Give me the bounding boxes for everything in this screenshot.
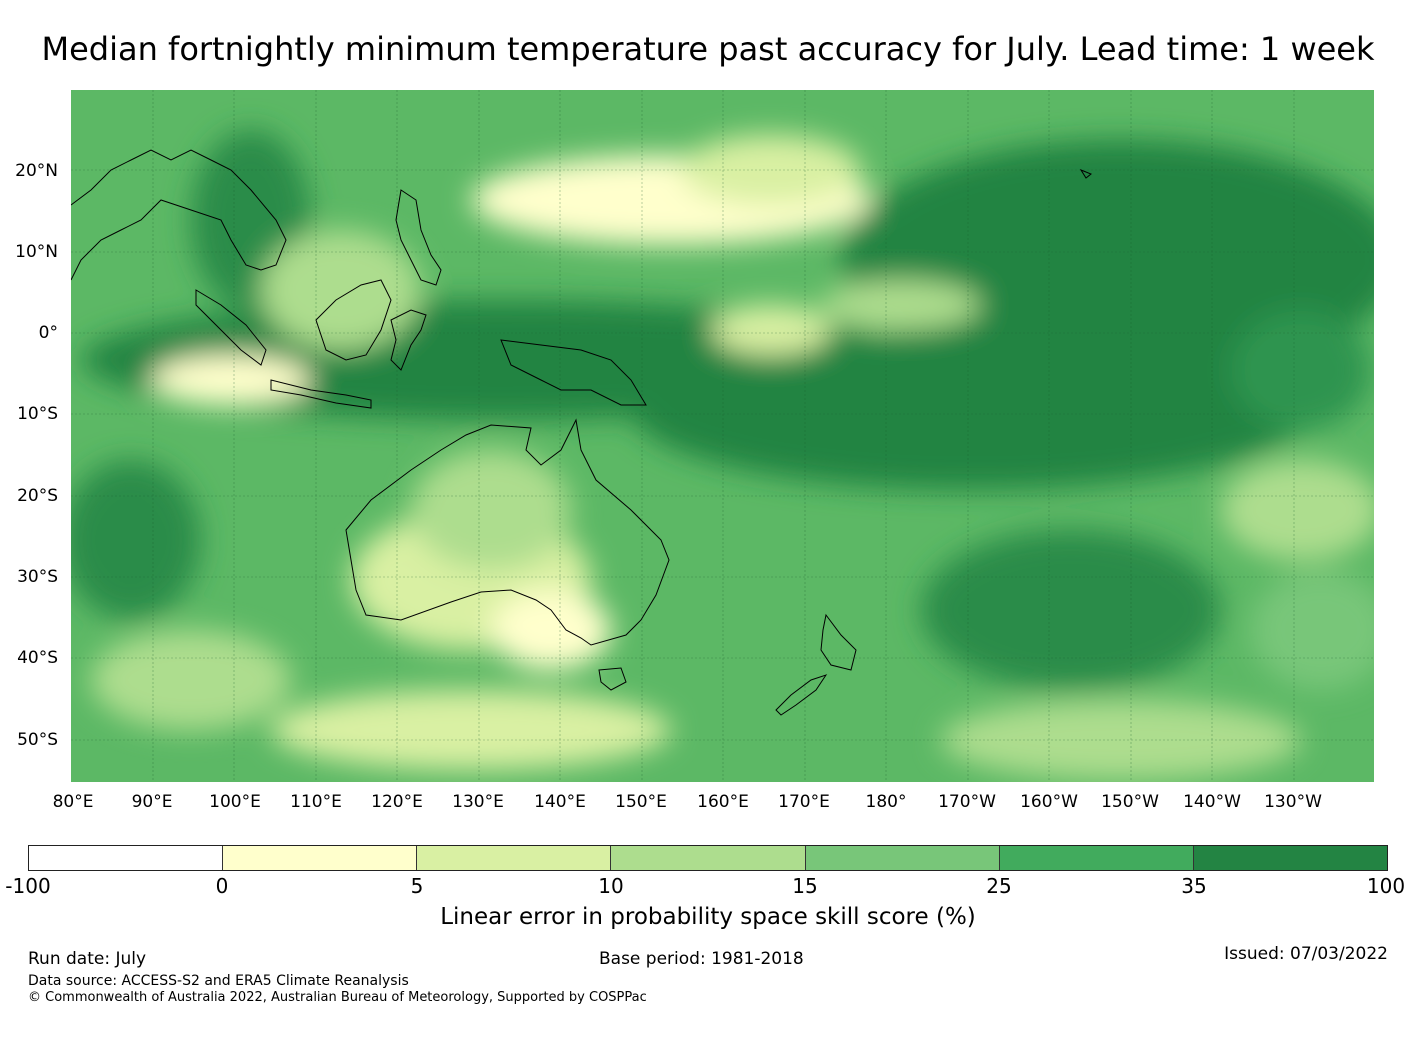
sulawesi-coastline [390,309,427,371]
lat-label-0: 0° [38,323,58,343]
sumatra-coastline [195,289,267,366]
colorbar-segment [611,846,806,870]
data-source: Data source: ACCESS-S2 and ERA5 Climate … [28,973,409,989]
hawaii-coastline [1079,168,1092,179]
colorbar-tick: 15 [792,874,818,898]
lon-label-140w: 140°W [1183,792,1241,812]
lon-label-140e: 140°E [534,792,586,812]
lon-label-90e: 90°E [131,792,173,812]
lat-label-40s: 40°S [17,648,58,668]
borneo-coastline [315,279,392,361]
lat-label-50s: 50°S [17,730,58,750]
lon-label-180: 180° [865,792,907,812]
skill-field [71,130,1374,780]
lon-label-130e: 130°E [452,792,504,812]
colorbar-segment [999,846,1194,870]
lat-label-10s: 10°S [17,404,58,424]
tasmania-coastline [598,667,627,691]
new-guinea-coastline [500,339,647,406]
issued-date: Issued: 07/03/2022 [1224,944,1388,964]
philippines-coastline [395,189,442,286]
skill-score-map [71,90,1374,782]
lon-label-170e: 170°E [778,792,830,812]
lon-label-80e: 80°E [52,792,94,812]
java-coastline [270,379,372,409]
colorbar-tick: 35 [1181,874,1207,898]
lon-label-160e: 160°E [697,792,749,812]
colorbar-tick: -100 [5,874,51,898]
gridlines [71,90,1374,782]
colorbar-segment [805,846,1000,870]
lon-label-150w: 150°W [1101,792,1159,812]
colorbar-tick: 100 [1366,874,1406,898]
new-zealand-north-coastline [820,613,857,671]
colorbar-tick: 0 [215,874,229,898]
lon-label-110e: 110°E [290,792,342,812]
lon-label-170w: 170°W [938,792,996,812]
copyright: © Commonwealth of Australia 2022, Austra… [28,990,647,1005]
australia-coastline [345,418,670,646]
colorbar-segment [223,846,418,870]
lat-label-10n: 10°N [15,242,58,262]
lon-label-120e: 120°E [371,792,423,812]
lon-label-150e: 150°E [615,792,667,812]
coastlines [71,149,1092,716]
map-title: Median fortnightly minimum temperature p… [41,30,1375,68]
colorbar-tick: 25 [986,874,1012,898]
lon-label-130w: 130°W [1264,792,1322,812]
lat-label-20n: 20°N [15,161,58,181]
lon-label-160w: 160°W [1020,792,1078,812]
lat-label-30s: 30°S [17,567,58,587]
lat-label-20s: 20°S [17,486,58,506]
colorbar [28,845,1388,871]
indochina-coastline [71,149,287,281]
new-zealand-south-coastline [775,674,828,716]
run-date: Run date: July [28,949,147,969]
colorbar-segment [417,846,612,870]
colorbar-tick: 10 [598,874,624,898]
colorbar-segment [29,846,224,870]
lon-label-100e: 100°E [209,792,261,812]
base-period: Base period: 1981-2018 [599,949,804,969]
colorbar-tick: 5 [410,874,424,898]
colorbar-label: Linear error in probability space skill … [440,904,976,930]
colorbar-segment [1193,846,1387,870]
